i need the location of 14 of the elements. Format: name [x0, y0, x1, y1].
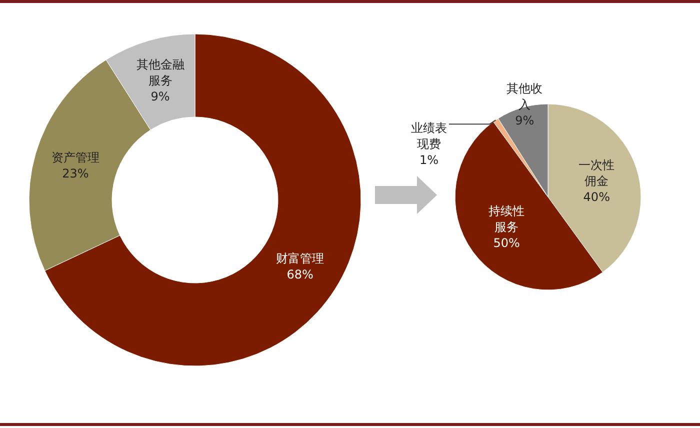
slice-label: 资产管理 [51, 150, 100, 164]
slice-label: 其他收入 [506, 82, 543, 112]
slice-label: 其他金融服务 [136, 57, 184, 88]
data-label: 9% [150, 89, 170, 104]
slice-label: 财富管理 [276, 252, 324, 266]
data-label: 40% [583, 190, 610, 204]
data-label: 68% [286, 268, 314, 282]
data-label: 50% [493, 236, 520, 250]
slice-label: 持续性服务 [488, 204, 525, 234]
slice-label: 一次性佣金 [578, 158, 615, 188]
data-label: 1% [419, 153, 439, 168]
data-label: 23% [62, 166, 89, 180]
slice-label: 业绩表现费 [411, 121, 447, 152]
data-label: 9% [515, 114, 534, 128]
